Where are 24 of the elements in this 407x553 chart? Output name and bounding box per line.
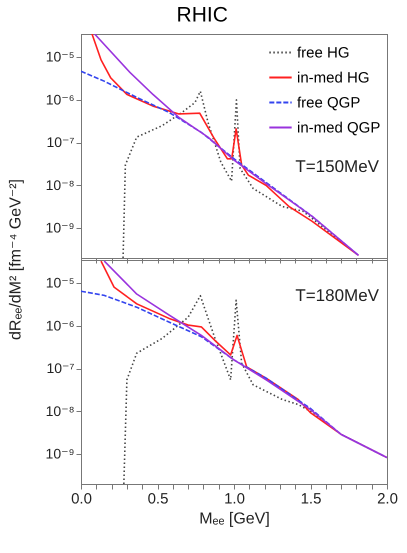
- x-tick-label: 0.5: [148, 490, 168, 508]
- y-tick-label: 10⁻⁷: [46, 360, 74, 376]
- y-tick-label: 10⁻⁵: [46, 48, 74, 65]
- x-tick-label: 2.0: [377, 490, 398, 508]
- legend-label: free QGP: [297, 94, 360, 112]
- legend-label: free HG: [297, 44, 350, 62]
- annotation: T=180MeV: [295, 286, 380, 305]
- y-tick-label: 10⁻⁸: [46, 176, 75, 193]
- x-tick-label: 0.0: [71, 490, 92, 508]
- x-tick-label: 1.0: [224, 490, 245, 508]
- y-tick-label: 10⁻⁸: [46, 402, 75, 419]
- legend-label: in-med QGP: [297, 120, 380, 136]
- y-tick-label: 10⁻⁵: [46, 274, 74, 291]
- x-tick-label: 1.5: [300, 490, 322, 508]
- annotation: T=150MeV: [295, 157, 380, 176]
- chart-title: RHIC: [176, 4, 228, 26]
- y-tick-label: 10⁻⁶: [46, 317, 74, 334]
- y-tick-label: 10⁻⁷: [46, 134, 74, 150]
- y-axis-title: dRₑₑ/dM² [fm⁻⁴ GeV⁻²]: [8, 178, 24, 340]
- legend-label: in-med HG: [297, 70, 370, 86]
- y-tick-label: 10⁻⁹: [46, 446, 74, 462]
- y-tick-label: 10⁻⁹: [46, 220, 74, 236]
- y-tick-label: 10⁻⁶: [46, 91, 74, 108]
- x-axis-title: Mₑₑ [GeV]: [199, 510, 270, 528]
